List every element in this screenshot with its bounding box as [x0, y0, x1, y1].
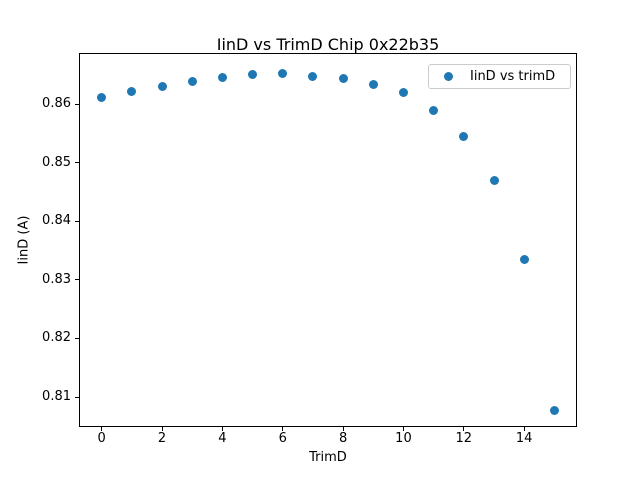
y-tick-label: 0.86	[42, 96, 71, 111]
x-tick-mark	[101, 427, 103, 431]
data-point	[248, 70, 258, 80]
data-point	[187, 77, 197, 87]
chart-title: IinD vs TrimD Chip 0x22b35	[216, 35, 440, 54]
y-tick-label: 0.83	[42, 271, 71, 287]
y-tick-mark	[75, 103, 79, 105]
data-point	[127, 87, 137, 97]
x-axis-label: TrimD	[309, 450, 347, 465]
x-tick-label: 2	[157, 431, 167, 446]
x-tick-mark	[221, 427, 223, 431]
x-tick-label: 8	[338, 431, 348, 446]
x-tick-mark	[523, 427, 525, 431]
y-tick-label: 0.84	[42, 213, 71, 229]
y-tick-label: 0.85	[42, 154, 71, 170]
x-tick-label: 6	[278, 431, 287, 446]
data-point	[338, 74, 348, 84]
y-tick-mark	[75, 396, 79, 398]
data-point	[368, 79, 378, 89]
x-tick-mark	[402, 427, 404, 431]
x-tick-mark	[161, 427, 163, 431]
data-point	[97, 93, 107, 103]
plot-area	[79, 53, 577, 427]
data-point	[398, 88, 408, 98]
data-point	[308, 71, 318, 81]
x-tick-label: 14	[515, 431, 533, 446]
x-tick-label: 0	[97, 431, 106, 446]
y-tick-label: 0.82	[42, 330, 71, 346]
y-tick-mark	[75, 162, 79, 164]
legend: IinD vs trimD	[428, 64, 571, 89]
y-tick-mark	[75, 279, 79, 281]
data-point	[459, 132, 469, 142]
x-tick-label: 12	[455, 431, 473, 446]
data-point	[519, 255, 529, 265]
x-tick-mark	[282, 427, 284, 431]
data-point	[549, 405, 559, 415]
x-tick-mark	[342, 427, 344, 431]
y-tick-mark	[75, 337, 79, 339]
data-point	[489, 176, 499, 186]
data-point	[429, 105, 439, 115]
x-tick-mark	[463, 427, 465, 431]
y-tick-mark	[75, 220, 79, 222]
x-tick-label: 10	[395, 431, 412, 446]
legend-label: IinD vs trimD	[470, 69, 556, 84]
y-tick-label: 0.81	[42, 389, 71, 405]
data-point	[278, 69, 288, 79]
legend-marker-icon	[444, 72, 453, 81]
data-point	[157, 81, 167, 91]
x-tick-label: 4	[218, 431, 227, 446]
data-point	[217, 73, 227, 83]
